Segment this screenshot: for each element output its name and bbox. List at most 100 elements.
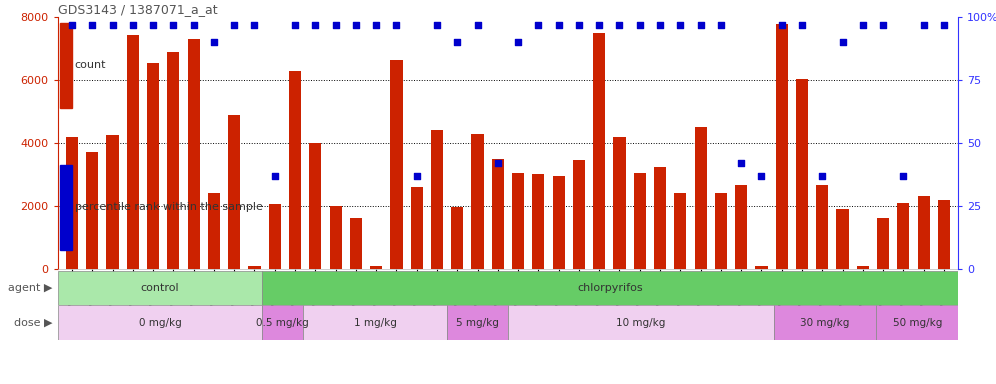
Bar [309, 143, 322, 269]
Bar [471, 134, 484, 269]
Bar [917, 197, 929, 269]
Point [855, 22, 871, 28]
Point [672, 22, 688, 28]
Bar [58, 271, 262, 305]
Point [85, 22, 101, 28]
Bar [228, 115, 240, 269]
Point [348, 22, 364, 28]
Bar [126, 35, 138, 269]
Point [185, 22, 201, 28]
Bar [431, 131, 443, 269]
Point [733, 160, 749, 166]
Text: percentile rank within the sample: percentile rank within the sample [75, 202, 263, 212]
Point [631, 22, 647, 28]
Bar [837, 209, 849, 269]
Text: 1 mg/kg: 1 mg/kg [354, 318, 396, 328]
Bar [715, 194, 727, 269]
Text: 30 mg/kg: 30 mg/kg [801, 318, 850, 328]
Bar [897, 203, 909, 269]
Bar [451, 207, 463, 269]
Point [936, 22, 952, 28]
Bar [446, 305, 508, 340]
Point [429, 22, 445, 28]
Bar [60, 23, 72, 108]
Text: 0 mg/kg: 0 mg/kg [138, 318, 181, 328]
Point [226, 22, 242, 28]
Text: 5 mg/kg: 5 mg/kg [456, 318, 499, 328]
Bar [492, 159, 504, 269]
Bar [594, 33, 606, 269]
Bar [58, 305, 262, 340]
Bar [654, 167, 666, 269]
Point [835, 40, 851, 46]
Bar [147, 63, 159, 269]
Point [145, 22, 161, 28]
Point [551, 22, 567, 28]
Text: dose ▶: dose ▶ [14, 318, 53, 328]
Point [64, 22, 80, 28]
Point [124, 22, 140, 28]
Bar [816, 185, 829, 269]
Point [469, 22, 485, 28]
Point [105, 22, 121, 28]
Point [408, 173, 424, 179]
Point [713, 22, 729, 28]
Bar [167, 52, 179, 269]
Text: 10 mg/kg: 10 mg/kg [617, 318, 665, 328]
Point [754, 173, 770, 179]
Text: 0.5 mg/kg: 0.5 mg/kg [257, 318, 309, 328]
Bar [107, 135, 119, 269]
Bar [532, 174, 545, 269]
Bar [390, 60, 402, 269]
Bar [248, 266, 261, 269]
Text: agent ▶: agent ▶ [8, 283, 53, 293]
Point [875, 22, 891, 28]
Bar [553, 176, 565, 269]
Bar [508, 305, 774, 340]
Text: GDS3143 / 1387071_a_at: GDS3143 / 1387071_a_at [58, 3, 217, 16]
Bar [187, 39, 200, 269]
Point [531, 22, 547, 28]
Point [652, 22, 668, 28]
Bar [674, 194, 686, 269]
Point [246, 22, 262, 28]
Point [206, 40, 222, 46]
Bar [938, 200, 950, 269]
Text: control: control [140, 283, 179, 293]
Point [388, 22, 404, 28]
Bar [304, 305, 446, 340]
Point [612, 22, 627, 28]
Bar [614, 137, 625, 269]
Bar [371, 266, 382, 269]
Bar [208, 194, 220, 269]
Point [287, 22, 303, 28]
Point [369, 22, 384, 28]
Bar [776, 23, 788, 269]
Point [815, 173, 831, 179]
Point [794, 22, 810, 28]
Bar [330, 206, 342, 269]
Bar [735, 185, 747, 269]
Bar [877, 218, 889, 269]
Point [774, 22, 790, 28]
Bar [60, 165, 72, 250]
Bar [269, 204, 281, 269]
Text: count: count [75, 60, 107, 70]
Bar [694, 127, 707, 269]
Point [592, 22, 608, 28]
Point [571, 22, 587, 28]
Point [165, 22, 181, 28]
Point [449, 40, 465, 46]
Bar [350, 218, 362, 269]
Bar [573, 161, 585, 269]
Bar [633, 173, 645, 269]
Point [328, 22, 344, 28]
Bar [87, 152, 99, 269]
Text: chlorpyrifos: chlorpyrifos [578, 283, 643, 293]
Bar [876, 305, 958, 340]
Bar [410, 187, 422, 269]
Bar [796, 79, 808, 269]
Bar [262, 271, 958, 305]
Point [510, 40, 526, 46]
Bar [512, 173, 524, 269]
